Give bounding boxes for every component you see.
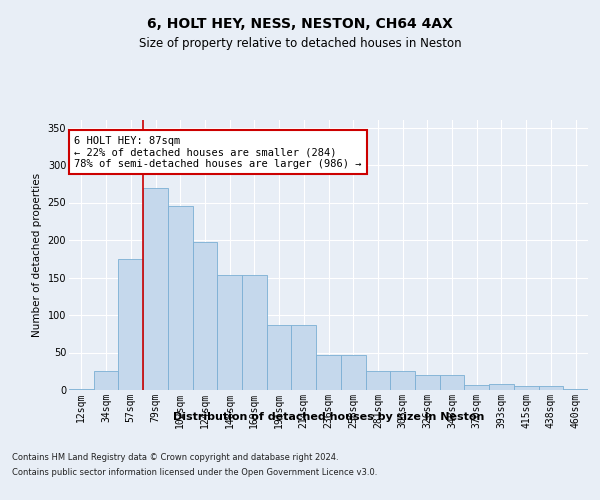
Bar (316, 355, 341, 390)
Bar (94, 371, 118, 390)
Bar (242, 275, 267, 390)
Bar (539, 386, 563, 390)
Bar (217, 275, 242, 390)
Text: Contains HM Land Registry data © Crown copyright and database right 2024.: Contains HM Land Registry data © Crown c… (12, 453, 338, 462)
Bar (489, 384, 514, 390)
Bar (143, 188, 168, 390)
Bar (464, 385, 489, 390)
Y-axis label: Number of detached properties: Number of detached properties (32, 173, 42, 337)
Bar (69, 388, 94, 390)
Bar (514, 386, 539, 390)
Bar (341, 355, 365, 390)
Bar (415, 375, 440, 390)
Text: Size of property relative to detached houses in Neston: Size of property relative to detached ho… (139, 38, 461, 51)
Bar (292, 325, 316, 390)
Bar (440, 375, 464, 390)
Text: Distribution of detached houses by size in Neston: Distribution of detached houses by size … (173, 412, 484, 422)
Bar (390, 370, 415, 390)
Bar (168, 206, 193, 390)
Text: Contains public sector information licensed under the Open Government Licence v3: Contains public sector information licen… (12, 468, 377, 477)
Bar (118, 259, 143, 390)
Bar (193, 242, 217, 390)
Text: 6 HOLT HEY: 87sqm
← 22% of detached houses are smaller (284)
78% of semi-detache: 6 HOLT HEY: 87sqm ← 22% of detached hous… (74, 136, 361, 169)
Bar (267, 325, 292, 390)
Bar (563, 389, 588, 390)
Text: 6, HOLT HEY, NESS, NESTON, CH64 4AX: 6, HOLT HEY, NESS, NESTON, CH64 4AX (147, 18, 453, 32)
Bar (365, 370, 390, 390)
